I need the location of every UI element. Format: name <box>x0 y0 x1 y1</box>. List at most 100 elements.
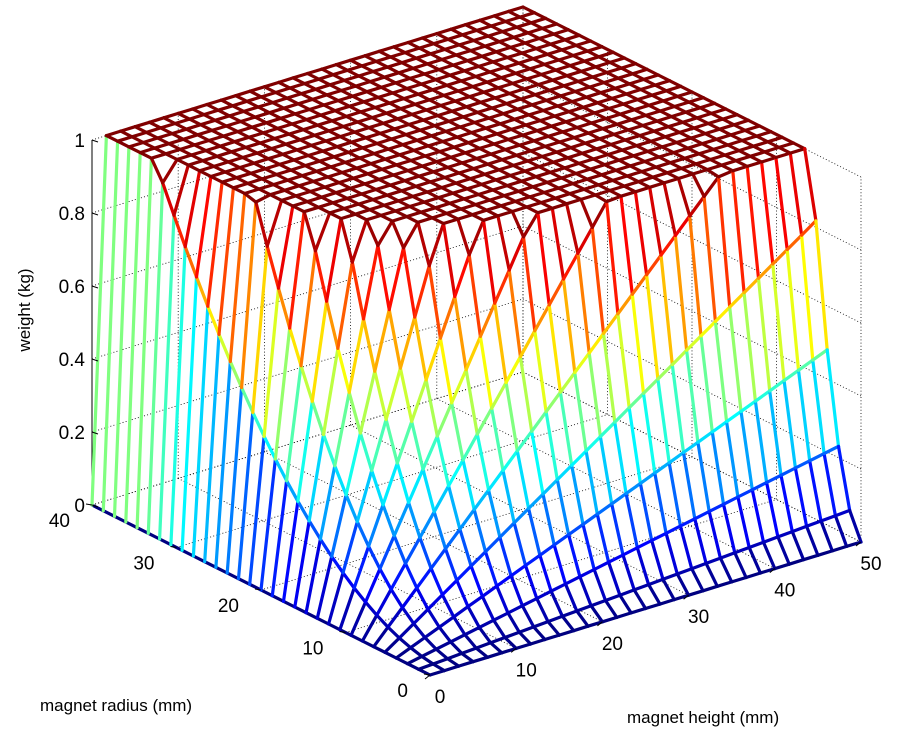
surface-mesh-segment <box>403 46 421 55</box>
surface-mesh-segment <box>172 213 187 249</box>
surface-mesh-segment <box>672 100 691 109</box>
surface-mesh-segment <box>718 551 737 560</box>
surface-mesh-segment <box>788 147 807 155</box>
surface-mesh-segment <box>463 625 481 637</box>
surface-mesh-segment <box>313 211 332 253</box>
surface-mesh-segment <box>432 119 451 128</box>
surface-mesh-segment <box>451 187 469 195</box>
surface-mesh-segment <box>459 203 477 211</box>
surface-mesh-segment <box>589 604 605 624</box>
surface-mesh-segment <box>445 207 463 215</box>
surface-mesh-segment <box>272 132 291 141</box>
surface-mesh-segment <box>656 377 671 465</box>
surface-mesh-segment <box>314 165 333 173</box>
surface-mesh-segment <box>504 355 523 385</box>
floor-grid-line <box>436 398 775 569</box>
surface-mesh-segment <box>440 593 456 619</box>
surface-mesh-segment <box>431 657 450 666</box>
surface-mesh-segment <box>683 152 701 160</box>
surface-mesh-segment <box>716 175 732 309</box>
surface-mesh-segment <box>413 98 432 106</box>
surface-mesh-segment <box>566 151 584 160</box>
surface-mesh-segment <box>507 235 526 272</box>
surface-mesh-segment <box>560 43 578 52</box>
z-tick <box>91 358 99 362</box>
surface-mesh-segment <box>282 102 300 110</box>
surface-mesh-segment <box>442 89 460 98</box>
surface-mesh-segment <box>745 160 764 168</box>
surface-mesh-segment <box>215 150 233 158</box>
floor-grid-line <box>350 424 689 596</box>
surface-mesh-segment <box>345 64 364 72</box>
surface-mesh-segment <box>733 545 751 555</box>
surface-mesh-segment <box>628 159 647 168</box>
surface-mesh-segment <box>161 181 176 217</box>
surface-mesh-segment <box>681 440 700 455</box>
surface-mesh-segment <box>476 188 495 197</box>
surface-mesh-segment <box>587 80 606 89</box>
surface-mesh-segment <box>354 79 372 88</box>
x-tick <box>510 648 517 653</box>
y-tick-label: 0 <box>397 681 408 702</box>
surface-mesh-segment <box>472 488 491 512</box>
surface-mesh-segment <box>119 125 137 133</box>
surface-mesh-segment <box>373 308 391 373</box>
surface-mesh-segment <box>207 134 225 143</box>
surface-mesh-segment <box>209 170 227 179</box>
surface-mesh-segment <box>641 377 660 395</box>
surface-mesh-segment <box>739 409 754 492</box>
surface-mesh-segment <box>347 100 366 108</box>
surface-mesh-segment <box>731 169 746 295</box>
surface-mesh-segment <box>524 201 543 209</box>
surface-mesh-segment <box>503 630 521 640</box>
surface-mesh-segment <box>141 136 160 145</box>
surface-mesh-segment <box>428 175 447 184</box>
surface-mesh-segment <box>706 117 725 126</box>
surface-mesh-segment <box>611 50 627 60</box>
surface-mesh-segment <box>641 119 659 128</box>
surface-mesh-segment <box>629 606 648 615</box>
surface-mesh-segment <box>592 567 608 603</box>
surface-mesh-segment <box>421 434 439 471</box>
surface-mesh-segment <box>699 334 714 434</box>
surface-mesh-segment <box>379 81 398 89</box>
surface-mesh-segment <box>593 193 609 204</box>
surface-mesh-segment <box>779 466 798 477</box>
surface-mesh-segment <box>819 514 838 523</box>
surface-mesh-segment <box>524 118 542 127</box>
surface-mesh-segment <box>495 574 513 588</box>
surface-mesh-segment <box>391 86 409 95</box>
surface-mesh-segment <box>164 147 182 156</box>
surface-mesh-segment <box>226 155 245 164</box>
surface-mesh-segment <box>782 368 801 383</box>
z-tick-label: 0.6 <box>59 277 85 298</box>
y-tick-label: 20 <box>218 596 239 617</box>
surface-mesh-segment <box>335 140 353 149</box>
surface-mesh-segment <box>375 587 393 617</box>
surface-mesh-segment <box>377 45 396 53</box>
surface-mesh-segment <box>420 160 439 168</box>
surface-mesh-segment <box>383 153 402 161</box>
surface-mesh-segment <box>541 492 556 547</box>
surface-mesh-segment <box>293 519 311 609</box>
surface-mesh-segment <box>676 172 695 181</box>
surface-mesh-segment <box>462 64 481 73</box>
surface-mesh-segment <box>509 41 527 50</box>
surface-mesh-segment <box>555 99 574 108</box>
surface-mesh-segment <box>380 163 399 171</box>
surface-mesh-segment <box>334 186 352 195</box>
surface-mesh-segment <box>458 508 476 531</box>
surface-mesh-segment <box>481 218 497 305</box>
surface-mesh-segment <box>305 67 324 76</box>
surface-mesh-segment <box>379 209 397 217</box>
surface-mesh-segment <box>432 37 450 46</box>
surface-mesh-segment <box>455 564 473 583</box>
surface-mesh-segment <box>419 78 438 86</box>
surface-mesh-segment <box>330 493 348 559</box>
surface-mesh-segment <box>782 379 798 470</box>
surface-mesh-segment <box>710 420 729 434</box>
surface-mesh-segment <box>579 197 594 230</box>
surface-mesh-segment <box>365 218 380 248</box>
surface-mesh-segment <box>520 46 538 55</box>
surface-mesh-segment <box>565 69 583 78</box>
